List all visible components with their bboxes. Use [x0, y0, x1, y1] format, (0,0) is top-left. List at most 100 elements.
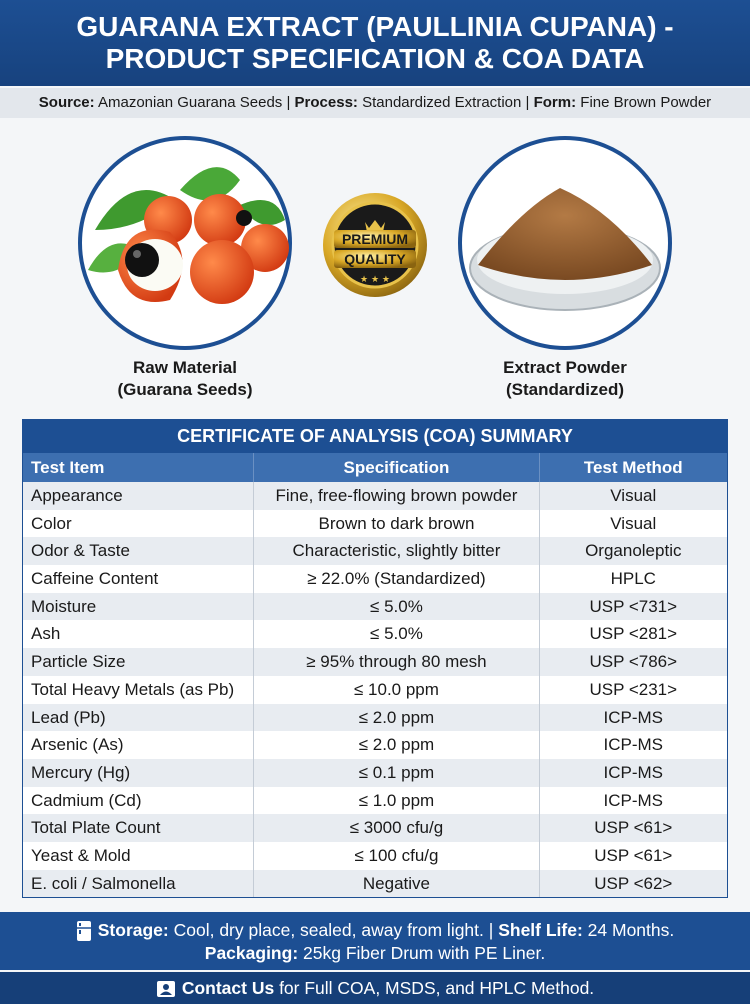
table-cell: Color: [23, 509, 255, 538]
table-cell: ICP-MS: [603, 762, 664, 782]
column-header: Test Item: [23, 453, 255, 482]
table-cell: Fine, free-flowing brown powder: [254, 482, 540, 510]
subheader: Source: Amazonian Guarana Seeds | Proces…: [0, 88, 750, 118]
value: 24 Months.: [587, 920, 675, 940]
table-row: Particle Size ≥ 95% through 80 mesh USP <7…: [23, 648, 727, 676]
separator: |: [488, 920, 494, 940]
table-cell: Brown to dark brown: [254, 509, 540, 538]
label: Storage:: [97, 920, 169, 940]
value: for Full COA, MSDS, and HPLC Method.: [279, 978, 595, 998]
table-cell: Particle Size: [23, 648, 255, 676]
value: Fine Brown Powder: [580, 94, 712, 111]
table-cell: Negative: [254, 869, 540, 898]
value: 25kg Fiber Drum with PE Liner.: [303, 943, 546, 964]
table-cell: Organoleptic: [585, 541, 682, 561]
table-cell: USP <731>: [589, 596, 678, 616]
table-row: Color Brown to dark brown Visual: [23, 509, 727, 538]
label: Form:: [533, 94, 577, 111]
table-row: Mercury (Hg) ≤ 0.1 ppm ICP-MS: [23, 758, 727, 787]
footer-line: Packaging: 25kg Fiber Drum with PE Liner…: [0, 942, 750, 965]
table-cell: ≤ 2.0 ppm: [254, 731, 540, 759]
caption-line: (Guarana Seeds): [117, 380, 253, 399]
contact-icon: [156, 981, 175, 998]
table-row: E. coli / Salmonella Negative USP <62>: [23, 869, 727, 898]
table-cell: ≤ 5.0%: [254, 592, 540, 621]
caption: Raw Material (Guarana Seeds): [75, 357, 295, 401]
label: Source:: [38, 94, 95, 111]
label: Contact Us: [181, 978, 275, 998]
extract-powder-image: [458, 136, 672, 350]
table-row: Yeast & Mold ≤ 100 cfu/g USP <61>: [23, 841, 727, 870]
table-cell: E. coli / Salmonella: [23, 869, 255, 898]
value: Amazonian Guarana Seeds: [98, 94, 283, 111]
table-cell: ≤ 2.0 ppm: [254, 703, 540, 732]
table-cell: Yeast & Mold: [23, 841, 255, 870]
caption: Extract Powder (Standardized): [455, 357, 675, 401]
table-cell: Characteristic, slightly bitter: [254, 537, 540, 566]
table-cell: Arsenic (As): [23, 731, 255, 759]
svg-text:★ ★ ★: ★ ★ ★: [360, 275, 390, 285]
value: Standardized Extraction: [362, 94, 522, 111]
table-cell: Appearance: [23, 482, 255, 510]
separator: |: [525, 94, 530, 111]
label: Process:: [294, 94, 358, 111]
table-row: Arsenic (As) ≤ 2.0 ppm ICP-MS: [23, 731, 727, 759]
table-cell: Cadmium (Cd): [23, 786, 255, 815]
table-cell: Odor & Taste: [23, 537, 255, 566]
table-cell: ICP-MS: [603, 790, 664, 810]
header: GUARANA EXTRACT (PAULLINIA CUPANA) - PRO…: [0, 0, 750, 86]
title: GUARANA EXTRACT (PAULLINIA CUPANA) -: [76, 11, 674, 42]
table-cell: USP <62>: [594, 873, 673, 893]
table-cell: USP <231>: [589, 679, 678, 699]
table-cell: ≤ 1.0 ppm: [254, 786, 540, 815]
table-cell: ≤ 5.0%: [254, 620, 540, 649]
value: Cool, dry place, sealed, away from light…: [173, 920, 484, 940]
column-header: Specification: [254, 453, 540, 482]
table-row: Caffeine Content ≥ 22.0% (Standardized) HP…: [23, 565, 727, 593]
table-cell: Lead (Pb): [23, 703, 255, 732]
caption-line: Extract Powder: [503, 358, 627, 377]
footer-line: Storage: Cool, dry place, sealed, away f…: [0, 919, 750, 942]
table-cell: Caffeine Content: [23, 565, 255, 593]
table-cell: ICP-MS: [603, 707, 664, 727]
table-row: Total Plate Count ≤ 3000 cfu/g USP <61>: [23, 814, 727, 842]
table-cell: USP <61>: [594, 818, 673, 838]
table-cell: ICP-MS: [603, 735, 664, 755]
illustrations: PREMIUM QUALITY ★ ★ ★: [78, 136, 672, 350]
table-row: Moisture ≤ 5.0% USP <731>: [23, 592, 727, 621]
table-cell: HPLC: [610, 569, 656, 589]
table-cell: ≤ 10.0 ppm: [254, 675, 540, 704]
table-row: Total Heavy Metals (as Pb) ≤ 10.0 ppm USP …: [23, 675, 727, 704]
label: Packaging:: [204, 943, 299, 964]
table-cell: ≤ 0.1 ppm: [254, 758, 540, 787]
table-cell: USP <281>: [589, 624, 678, 644]
table-title: CERTIFICATE OF ANALYSIS (COA) SUMMARY: [23, 420, 727, 453]
table-cell: Total Plate Count: [23, 814, 255, 842]
contact-bar: Contact Us for Full COA, MSDS, and HPLC …: [0, 972, 750, 1004]
table-cell: Ash: [23, 620, 255, 649]
table-cell: Total Heavy Metals (as Pb): [23, 675, 255, 704]
table-cell: ≥ 95% through 80 mesh: [254, 648, 540, 676]
separator: |: [286, 94, 291, 111]
table-row: Cadmium (Cd) ≤ 1.0 ppm ICP-MS: [23, 786, 727, 815]
column-header: Test Method: [583, 458, 683, 477]
raw-material-image: [78, 136, 292, 350]
badge-text: QUALITY: [344, 251, 406, 267]
coa-table: CERTIFICATE OF ANALYSIS (COA) SUMMARY Te…: [22, 419, 728, 899]
table-cell: Moisture: [23, 592, 255, 621]
table-cell: ≤ 100 cfu/g: [254, 841, 540, 870]
storage-icon: [76, 921, 91, 942]
footer: Storage: Cool, dry place, sealed, away f…: [0, 912, 750, 970]
premium-badge: PREMIUM QUALITY ★ ★ ★: [323, 193, 427, 297]
table-cell: USP <786>: [589, 652, 678, 672]
table-cell: Visual: [610, 513, 657, 533]
table-header-row: Test Item Specification Test Method: [23, 453, 727, 482]
table-row: Lead (Pb) ≤ 2.0 ppm ICP-MS: [23, 703, 727, 732]
label: Shelf Life:: [498, 920, 583, 940]
table-row: Ash ≤ 5.0% USP <281>: [23, 620, 727, 649]
title: PRODUCT SPECIFICATION & COA DATA: [105, 43, 645, 74]
table-cell: Mercury (Hg): [23, 758, 255, 787]
table-row: Appearance Fine, free-flowing brown powde…: [23, 482, 727, 510]
caption-line: Raw Material: [133, 358, 237, 377]
